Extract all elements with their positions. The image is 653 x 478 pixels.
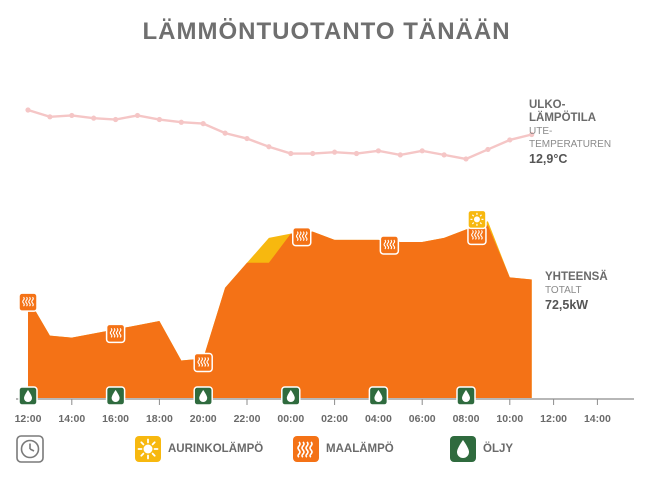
temperature-point bbox=[156, 116, 162, 123]
temperature-point bbox=[113, 116, 119, 123]
legend-item-solar[interactable]: AURINKOLÄMPÖ bbox=[134, 434, 263, 464]
temperature-point bbox=[91, 115, 97, 121]
heat-waves-icon[interactable] bbox=[193, 352, 213, 373]
temperature-point bbox=[25, 107, 31, 113]
legend-item-ground[interactable]: MAALÄMPÖ bbox=[292, 434, 394, 464]
legend-label-solar: AURINKOLÄMPÖ bbox=[168, 443, 264, 455]
oil-drop-icon[interactable] bbox=[456, 386, 476, 406]
temperature-point bbox=[507, 137, 513, 143]
area-layer bbox=[28, 221, 532, 398]
oil-drop-icon[interactable] bbox=[281, 386, 301, 406]
x-tick-label: 00:00 bbox=[277, 413, 304, 425]
outdoor-temperature-layer bbox=[25, 107, 535, 162]
temperature-point bbox=[529, 131, 535, 138]
temperature-point bbox=[485, 146, 491, 153]
temperature-point bbox=[222, 130, 228, 136]
x-tick-label: 08:00 bbox=[453, 413, 480, 425]
heat-waves-icon[interactable] bbox=[379, 235, 400, 255]
clock-icon bbox=[16, 435, 44, 463]
total-value: 72,5kW bbox=[545, 298, 589, 312]
x-tick-label: 10:00 bbox=[496, 413, 523, 425]
oil-drop-icon[interactable] bbox=[105, 386, 126, 406]
legend-item-oil[interactable]: ÖLJY bbox=[449, 434, 513, 464]
heat-waves-icon[interactable] bbox=[292, 226, 312, 247]
x-tick-label: 14:00 bbox=[58, 413, 85, 425]
temperature-point bbox=[178, 119, 184, 125]
x-tick-label: 02:00 bbox=[321, 413, 348, 425]
x-tick-label: 22:00 bbox=[234, 413, 261, 425]
temperature-point bbox=[375, 148, 381, 154]
x-tick-label: 20:00 bbox=[190, 413, 217, 425]
series-area-ground bbox=[28, 225, 532, 398]
x-tick-label: 04:00 bbox=[365, 413, 392, 425]
temperature-point bbox=[441, 152, 447, 158]
sun-icon bbox=[135, 436, 161, 462]
sun-icon[interactable] bbox=[467, 209, 487, 230]
total-sublabel: TOTALT bbox=[545, 285, 582, 296]
legend-label-oil: ÖLJY bbox=[483, 443, 514, 455]
temperature-point bbox=[47, 114, 53, 120]
temperature-point bbox=[288, 150, 294, 157]
marker-layer bbox=[18, 209, 487, 406]
outdoor-temperature-value: 12,9°C bbox=[529, 152, 568, 166]
temperature-point bbox=[69, 112, 75, 119]
x-tick-label: 12:00 bbox=[15, 413, 42, 425]
heat-waves-icon[interactable] bbox=[18, 292, 38, 312]
outdoor-temperature-label: ULKO- LÄMPÖTILA bbox=[529, 99, 597, 124]
outdoor-temperature-panel: ULKO- LÄMPÖTILA UTE- TEMPERATUREN 12,9°C bbox=[529, 99, 649, 166]
temperature-point bbox=[200, 121, 206, 127]
legend-label-ground: MAALÄMPÖ bbox=[326, 443, 394, 455]
temperature-point bbox=[244, 135, 250, 142]
temperature-point bbox=[266, 144, 272, 150]
x-tick-label: 12:00 bbox=[540, 413, 567, 425]
legend-clock[interactable] bbox=[16, 434, 44, 464]
temperature-point bbox=[397, 152, 403, 158]
temperature-point bbox=[353, 150, 360, 157]
temperature-point bbox=[310, 150, 316, 157]
oil-drop-icon[interactable] bbox=[368, 386, 389, 406]
temperature-point bbox=[463, 156, 469, 162]
x-tick-label: 18:00 bbox=[146, 413, 173, 425]
oil-drop-icon bbox=[450, 436, 476, 462]
temperature-line bbox=[27, 108, 532, 161]
oil-drop-icon[interactable] bbox=[193, 386, 213, 406]
outdoor-temperature-sublabel: UTE- TEMPERATUREN bbox=[529, 126, 612, 150]
heat-waves-icon bbox=[293, 436, 319, 462]
total-label: YHTEENSÄ bbox=[545, 271, 608, 283]
page-title: LÄMMÖNTUOTANTO TÄNÄÄN bbox=[142, 18, 511, 45]
temperature-point bbox=[332, 149, 338, 155]
heat-waves-icon[interactable] bbox=[105, 323, 126, 344]
x-axis: 12:00 14:00 16:00 18:00 20:00 22:00 00:00 02:00… bbox=[15, 398, 634, 425]
temperature-point bbox=[419, 148, 425, 154]
x-tick-label: 06:00 bbox=[409, 413, 436, 425]
temperature-point bbox=[134, 112, 141, 119]
oil-drop-icon[interactable] bbox=[18, 386, 38, 406]
total-panel: YHTEENSÄ TOTALT 72,5kW bbox=[545, 271, 645, 312]
x-tick-label: 16:00 bbox=[102, 413, 129, 425]
x-tick-label: 14:00 bbox=[584, 413, 611, 425]
